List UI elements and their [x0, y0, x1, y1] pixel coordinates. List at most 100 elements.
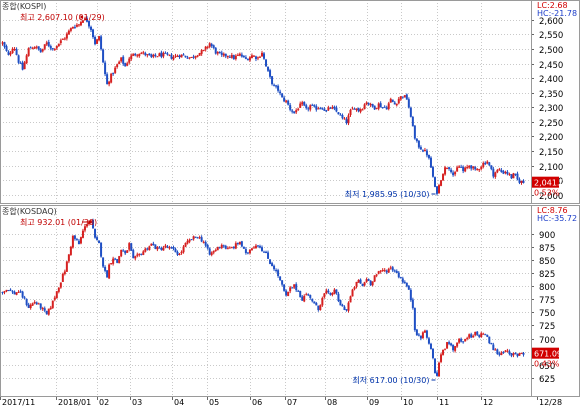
candle-body [116, 259, 119, 263]
candle-body [387, 103, 390, 109]
candle-body [520, 352, 523, 354]
candle-body [47, 41, 50, 47]
candle-body [347, 115, 350, 124]
candle-body [409, 107, 412, 117]
candle-body [81, 20, 84, 23]
x-tick-label: 03 [132, 398, 142, 407]
y-tick-label: 700 [539, 336, 555, 346]
y-tick-label: 2,450 [539, 61, 563, 71]
candle-body [29, 47, 32, 49]
candle-body [405, 282, 408, 287]
candle-body [174, 55, 177, 57]
candle-body [206, 245, 209, 249]
y-tick-label: 2,300 [539, 104, 563, 114]
candle-body [214, 47, 217, 54]
x-tick-label: 12/28 [539, 398, 562, 407]
candle-body [98, 240, 101, 244]
candle-body [85, 224, 88, 227]
candle-body [355, 108, 358, 111]
candle-body [106, 270, 109, 278]
candle-body [301, 102, 304, 105]
candle-body [315, 302, 318, 306]
candle-body [484, 162, 487, 165]
candle-body [510, 353, 513, 356]
x-tick-label: 09 [369, 398, 379, 407]
candle-body [148, 246, 151, 251]
candle-body [305, 294, 308, 296]
y-tick-label: 2,150 [539, 148, 563, 158]
candle-body [79, 22, 82, 26]
candle-body [413, 125, 416, 139]
candle-body [222, 245, 225, 247]
candle-body [474, 331, 477, 336]
candle-body [470, 165, 473, 169]
candle-body [429, 343, 432, 349]
candle-body [385, 107, 388, 110]
candle-body [427, 338, 430, 344]
candle-body [377, 271, 380, 274]
candle-body [47, 308, 50, 315]
candle-body [130, 243, 133, 251]
candle-body [516, 173, 519, 180]
y-tick-label: 850 [539, 257, 555, 267]
candle-body [33, 302, 36, 304]
candle-body [85, 18, 88, 22]
candle-body [504, 350, 507, 352]
frame-layer [0, 0, 580, 397]
candle-body [361, 283, 364, 287]
status-line-lc-kospi: LC:2.68 [537, 1, 568, 10]
candle-body [104, 62, 107, 75]
candle-body [19, 291, 22, 293]
candle-body [222, 53, 225, 56]
candle-body [341, 115, 344, 119]
candle-body [337, 293, 340, 302]
candle-body [303, 101, 306, 106]
candle-body [124, 250, 127, 254]
candle-body [311, 298, 314, 302]
candle-body [248, 57, 251, 61]
candle-body [518, 179, 521, 183]
candle-body [236, 54, 239, 56]
candle-body [246, 59, 249, 61]
candle-body [269, 70, 272, 77]
candle-body [345, 119, 348, 124]
candle-body [486, 161, 489, 164]
candle-body [35, 46, 38, 48]
candle-body [144, 52, 147, 56]
candle-body [508, 173, 511, 175]
candle-body [140, 253, 143, 255]
y-tick-label: 900 [539, 231, 555, 241]
candle-body [345, 309, 348, 311]
candle-body [411, 116, 414, 127]
candle-body [192, 56, 195, 58]
candle-body [73, 26, 76, 28]
candle-body [438, 362, 441, 377]
candle-body [196, 237, 199, 239]
candle-body [162, 53, 165, 57]
candle-body [377, 103, 380, 109]
candle-body [230, 54, 233, 58]
candle-body [367, 279, 370, 281]
candle-body [321, 108, 324, 110]
candle-body [367, 102, 370, 105]
candle-body [369, 104, 372, 106]
candle-body [170, 55, 173, 59]
candle-body [49, 307, 52, 309]
candle-body [39, 49, 42, 53]
candle-body [271, 76, 274, 85]
candle-body [417, 140, 420, 148]
candle-body [260, 52, 263, 57]
candle-body [283, 97, 286, 102]
candle-body [297, 108, 300, 110]
candle-body [182, 246, 185, 253]
candle-body [265, 251, 268, 254]
candle-body [144, 248, 147, 252]
candle-body [287, 292, 290, 296]
candle-body [403, 281, 406, 283]
candle-body [359, 109, 362, 112]
x-tick-label: 10 [403, 398, 413, 407]
candle-body [339, 114, 342, 116]
candle-body [150, 54, 153, 57]
candle-body [102, 257, 105, 267]
candle-body [407, 285, 410, 290]
